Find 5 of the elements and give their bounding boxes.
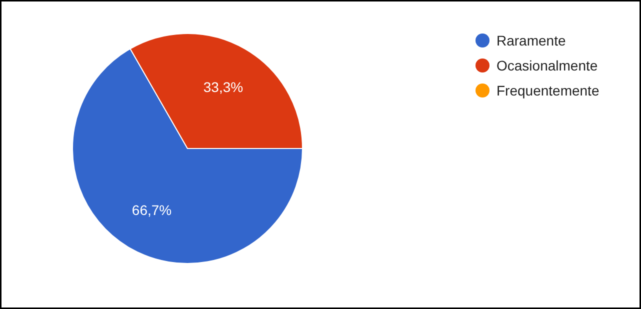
legend-label: Ocasionalmente: [496, 58, 598, 74]
legend-label: Raramente: [496, 32, 566, 48]
data-label: 33,3%: [203, 78, 244, 95]
data-label: 66,7%: [132, 202, 172, 218]
legend-label: Frequentemente: [496, 82, 600, 98]
